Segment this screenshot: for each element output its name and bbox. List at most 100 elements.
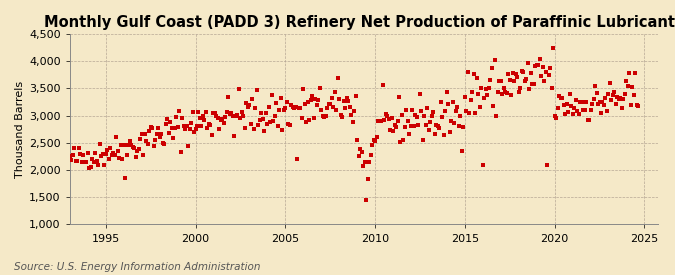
Point	[138, 152, 148, 157]
Point	[356, 149, 367, 154]
Point	[510, 72, 521, 76]
Point	[82, 151, 93, 155]
Point	[263, 105, 274, 109]
Point	[360, 198, 371, 202]
Point	[128, 145, 138, 149]
Point	[466, 98, 477, 102]
Point	[167, 136, 178, 141]
Point	[242, 105, 253, 110]
Point	[91, 159, 102, 163]
Point	[114, 156, 125, 160]
Point	[215, 117, 226, 122]
Point	[162, 116, 173, 121]
Point	[328, 105, 339, 109]
Point	[108, 150, 119, 155]
Point	[633, 103, 644, 108]
Point	[274, 108, 285, 112]
Point	[130, 154, 141, 159]
Point	[404, 132, 415, 136]
Point	[367, 143, 377, 147]
Point	[573, 111, 584, 116]
Point	[381, 114, 392, 118]
Point	[196, 124, 207, 128]
Point	[193, 110, 204, 114]
Point	[319, 115, 329, 119]
Point	[173, 109, 184, 113]
Point	[605, 80, 616, 85]
Point	[172, 125, 183, 129]
Point	[389, 122, 400, 127]
Point	[413, 123, 424, 127]
Point	[574, 100, 585, 104]
Point	[234, 87, 244, 91]
Point	[473, 92, 484, 96]
Point	[329, 89, 340, 94]
Point	[244, 103, 254, 108]
Point	[477, 163, 488, 167]
Point	[153, 126, 163, 130]
Point	[542, 163, 553, 167]
Point	[397, 112, 408, 117]
Point	[428, 109, 439, 114]
Point	[471, 76, 482, 80]
Point	[118, 142, 129, 147]
Point	[219, 121, 230, 126]
Point	[136, 132, 147, 136]
Point	[475, 105, 485, 109]
Point	[526, 81, 537, 86]
Point	[554, 94, 564, 98]
Point	[202, 126, 213, 130]
Point	[622, 84, 633, 88]
Point	[578, 108, 589, 112]
Point	[257, 117, 268, 122]
Point	[209, 111, 220, 115]
Point	[302, 100, 313, 104]
Point	[186, 121, 196, 125]
Point	[183, 144, 194, 148]
Point	[612, 95, 623, 99]
Point	[395, 140, 406, 145]
Point	[76, 160, 87, 165]
Point	[545, 66, 556, 70]
Point	[498, 86, 509, 90]
Point	[177, 116, 188, 121]
Point	[103, 156, 114, 161]
Point	[214, 127, 225, 132]
Point	[268, 119, 279, 123]
Point	[485, 78, 495, 83]
Point	[353, 154, 364, 158]
Point	[169, 126, 180, 131]
Point	[235, 116, 246, 120]
Point	[280, 106, 291, 110]
Point	[352, 138, 362, 142]
Point	[117, 157, 128, 161]
Point	[151, 132, 162, 136]
Point	[359, 160, 370, 164]
Point	[567, 111, 578, 116]
Point	[368, 138, 379, 142]
Point	[163, 130, 174, 135]
Point	[400, 125, 410, 130]
Point	[332, 76, 343, 80]
Point	[456, 149, 467, 153]
Point	[78, 153, 88, 158]
Point	[299, 102, 310, 106]
Point	[621, 79, 632, 83]
Point	[608, 93, 618, 97]
Point	[512, 74, 522, 79]
Point	[146, 126, 157, 130]
Point	[582, 118, 593, 123]
Point	[99, 163, 109, 167]
Point	[217, 117, 228, 121]
Point	[221, 109, 232, 114]
Point	[599, 103, 610, 107]
Point	[620, 92, 630, 96]
Point	[313, 98, 323, 102]
Point	[69, 146, 80, 151]
Point	[546, 85, 557, 90]
Point	[342, 96, 352, 100]
Point	[387, 128, 398, 133]
Point	[423, 128, 434, 132]
Point	[160, 122, 171, 126]
Point	[441, 90, 452, 95]
